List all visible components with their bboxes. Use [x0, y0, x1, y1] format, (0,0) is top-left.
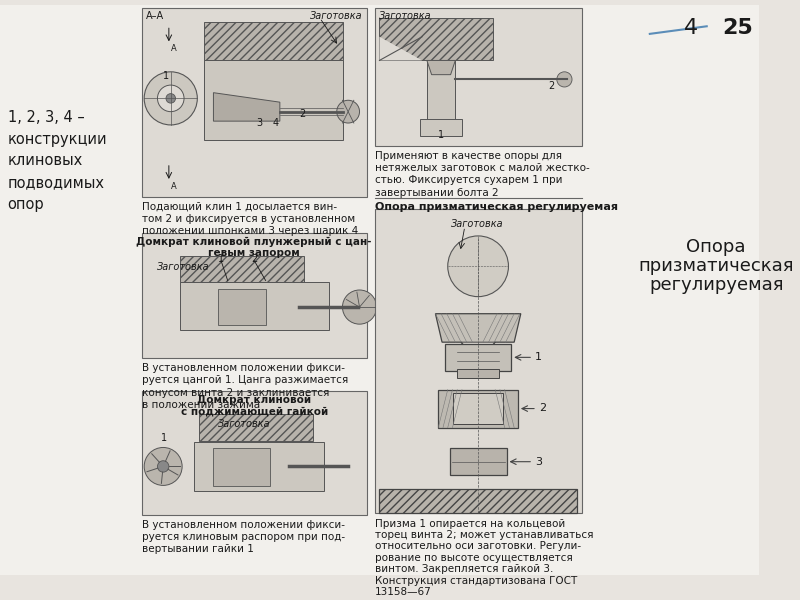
- Bar: [199, 414, 313, 441]
- Text: рование по высоте осуществляется: рование по высоте осуществляется: [374, 553, 573, 563]
- Text: вертывании гайки 1: вертывании гайки 1: [142, 544, 254, 554]
- Circle shape: [337, 100, 359, 123]
- Polygon shape: [435, 314, 521, 361]
- Text: 2: 2: [548, 81, 554, 91]
- Bar: [214, 448, 270, 487]
- Circle shape: [342, 290, 377, 324]
- Bar: [180, 283, 329, 330]
- Text: 2: 2: [299, 109, 305, 119]
- Text: относительно оси заготовки. Регули-: относительно оси заготовки. Регули-: [374, 541, 581, 551]
- Bar: [142, 391, 367, 515]
- Text: завертывании болта 2: завертывании болта 2: [374, 188, 498, 197]
- Text: 4: 4: [272, 118, 278, 128]
- Text: Заготовка: Заготовка: [310, 11, 363, 21]
- Text: призматическая: призматическая: [638, 257, 794, 275]
- Bar: [204, 61, 343, 140]
- Text: конструкции: конструкции: [7, 131, 107, 146]
- Text: Заготовка: Заготовка: [450, 219, 503, 229]
- Text: Заготовка: Заготовка: [379, 11, 432, 21]
- Text: А–А: А–А: [146, 11, 164, 21]
- Text: клиновых: клиновых: [7, 154, 83, 169]
- Text: 1: 1: [162, 433, 167, 443]
- Text: 4: 4: [683, 18, 698, 38]
- Text: руется цангой 1. Цанга разжимается: руется цангой 1. Цанга разжимается: [142, 376, 349, 385]
- Bar: [420, 119, 462, 136]
- Text: Конструкция стандартизована ГОСТ: Конструкция стандартизована ГОСТ: [374, 575, 577, 586]
- Text: положении шпонками 3 через шарик 4: положении шпонками 3 через шарик 4: [142, 226, 358, 236]
- Text: 3: 3: [535, 457, 542, 467]
- Circle shape: [448, 236, 509, 296]
- Text: В установленном положении фикси-: В установленном положении фикси-: [142, 363, 346, 373]
- Bar: [180, 256, 303, 283]
- Bar: [454, 394, 502, 424]
- Bar: [374, 209, 582, 513]
- Circle shape: [158, 461, 169, 472]
- Bar: [142, 8, 367, 197]
- Polygon shape: [461, 342, 495, 359]
- Polygon shape: [379, 37, 422, 61]
- Text: 2: 2: [539, 403, 546, 413]
- Circle shape: [144, 72, 198, 125]
- Bar: [218, 289, 266, 325]
- Text: конусом винта 2 и заклинивается: конусом винта 2 и заклинивается: [142, 388, 330, 398]
- Text: Призма 1 опирается на кольцевой: Призма 1 опирается на кольцевой: [374, 518, 565, 529]
- Text: В установленном положении фикси-: В установленном положении фикси-: [142, 520, 346, 530]
- Bar: [458, 369, 499, 378]
- Bar: [194, 442, 325, 491]
- Text: 1: 1: [535, 352, 542, 362]
- Polygon shape: [427, 61, 455, 74]
- Bar: [438, 389, 518, 428]
- Text: стью. Фиксируется сухарем 1 при: стью. Фиксируется сухарем 1 при: [374, 175, 562, 185]
- Text: руется клиновым распором при под-: руется клиновым распором при под-: [142, 532, 346, 542]
- Bar: [379, 489, 577, 513]
- Text: опор: опор: [7, 197, 44, 212]
- Text: А: А: [170, 44, 177, 53]
- Circle shape: [158, 85, 184, 112]
- Bar: [374, 8, 582, 146]
- Text: Опора призматическая регулируемая: Опора призматическая регулируемая: [374, 202, 618, 212]
- Text: Домкрат клиновой: Домкрат клиновой: [197, 395, 311, 406]
- Text: 25: 25: [722, 18, 754, 38]
- Polygon shape: [214, 92, 280, 121]
- Text: 1: 1: [163, 71, 170, 82]
- Text: с поджимающей гайкой: с поджимающей гайкой: [181, 407, 328, 416]
- Text: А: А: [170, 182, 177, 191]
- Text: том 2 и фиксируется в установленном: том 2 и фиксируется в установленном: [142, 214, 355, 224]
- Bar: [142, 233, 367, 358]
- Text: 1: 1: [438, 130, 444, 140]
- Text: Заготовка: Заготовка: [157, 262, 209, 272]
- Text: 1, 2, 3, 4 –: 1, 2, 3, 4 –: [7, 110, 84, 125]
- Bar: [379, 18, 494, 61]
- Bar: [204, 22, 343, 61]
- Text: торец винта 2; может устанавливаться: торец винта 2; может устанавливаться: [374, 530, 594, 540]
- Text: в положении зажима: в положении зажима: [142, 400, 261, 410]
- Text: 3: 3: [256, 118, 262, 128]
- Circle shape: [144, 448, 182, 485]
- Text: 13158—67: 13158—67: [374, 587, 431, 597]
- Bar: [450, 448, 506, 475]
- Text: гевым запором: гевым запором: [208, 248, 300, 258]
- Text: подводимых: подводимых: [7, 175, 105, 190]
- Text: винтом. Закрепляется гайкой 3.: винтом. Закрепляется гайкой 3.: [374, 564, 553, 574]
- Circle shape: [557, 72, 572, 87]
- Text: 1: 1: [218, 254, 224, 263]
- Bar: [427, 61, 455, 127]
- Text: Опора: Опора: [686, 238, 746, 256]
- Text: Заготовка: Заготовка: [218, 419, 271, 429]
- Text: регулируемая: регулируемая: [649, 276, 783, 294]
- Text: Домкрат клиновой плунжерный с цан-: Домкрат клиновой плунжерный с цан-: [137, 237, 372, 247]
- Bar: [445, 344, 511, 371]
- Circle shape: [166, 94, 175, 103]
- Text: 2: 2: [251, 254, 258, 263]
- Text: нетяжелых заготовок с малой жестко-: нетяжелых заготовок с малой жестко-: [374, 163, 590, 173]
- Text: Подающий клин 1 досылается вин-: Подающий клин 1 досылается вин-: [142, 202, 338, 212]
- Text: Применяют в качестве опоры для: Применяют в качестве опоры для: [374, 151, 562, 161]
